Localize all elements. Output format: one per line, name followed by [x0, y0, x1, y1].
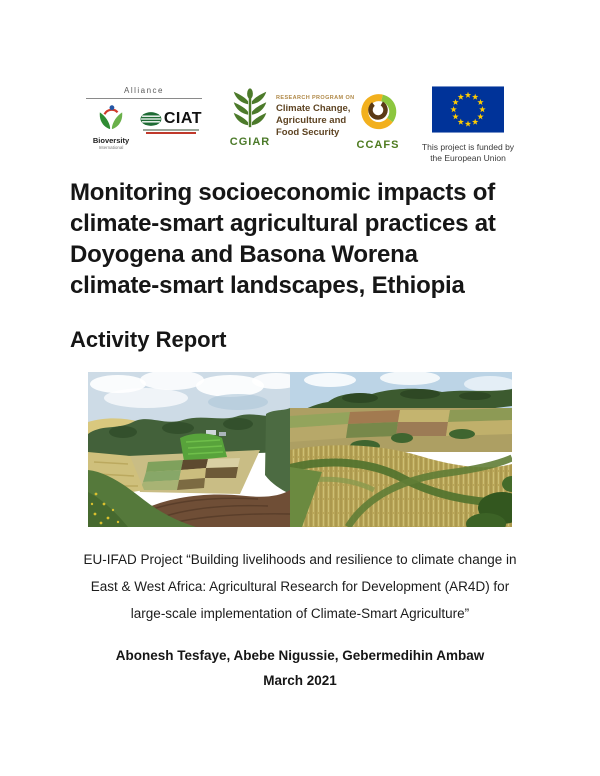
report-title-line: climate-smart agricultural practices at — [70, 210, 496, 237]
report-title-line: Doyogena and Basona Worena — [70, 241, 418, 268]
bioversity-icon — [99, 105, 123, 130]
ciat-name: CIAT — [163, 110, 202, 127]
landscape-photo-left — [88, 372, 290, 527]
ccafs-name: CCAFS — [356, 139, 400, 151]
ciat-subtext-bars — [140, 129, 202, 134]
logo-row: Alliance Bioversity International — [0, 84, 600, 164]
alliance-divider — [86, 98, 202, 99]
alliance-logos: Bioversity International CIAT — [84, 104, 204, 150]
ciat-icon — [140, 112, 162, 126]
report-title-line: climate-smart landscapes, Ethiopia — [70, 272, 465, 299]
eu-funding-logo: This project is funded by the European U… — [410, 86, 526, 164]
bioversity-logo: Bioversity International — [86, 104, 136, 150]
eu-flag-icon — [432, 86, 504, 133]
alliance-bioversity-ciat-logo: Alliance Bioversity International — [84, 86, 204, 150]
ccafs-program-text: RESEARCH PROGRAM ON Climate Change, Agri… — [276, 95, 370, 139]
project-statement-line: East & West Africa: Agricultural Researc… — [90, 579, 510, 594]
eu-funding-line2: the European Union — [430, 153, 506, 164]
authors-line: Abonesh Tesfaye, Abebe Nigussie, Geberme… — [115, 648, 485, 663]
cover-photos — [88, 372, 512, 527]
cgiar-name: CGIAR — [229, 136, 271, 148]
ciat-logo: CIAT — [140, 104, 202, 134]
landscape-photo-right — [290, 372, 512, 527]
eu-funding-text: This project is funded by the European U… — [410, 142, 526, 164]
bioversity-subname: International — [98, 145, 124, 150]
bioversity-name: Bioversity — [92, 136, 130, 145]
project-statement-line: large-scale implementation of Climate-Sm… — [130, 606, 470, 621]
cgiar-logo: CGIAR — [221, 87, 279, 148]
cgiar-wheat-icon — [233, 88, 267, 128]
report-title-line: Monitoring socioeconomic impacts of — [70, 179, 496, 206]
ccafs-program-title: Climate Change, Agriculture and Food Sec… — [276, 103, 351, 138]
ccafs-logo: CCAFS — [352, 89, 404, 151]
report-subtitle: Activity Report — [70, 327, 227, 352]
eu-funding-line1: This project is funded by — [421, 142, 515, 152]
date-line: March 2021 — [263, 673, 337, 688]
project-statement: EU-IFAD Project “Building livelihoods an… — [64, 546, 536, 627]
project-statement-line: EU-IFAD Project “Building livelihoods an… — [83, 552, 517, 567]
ccafs-program-kicker: RESEARCH PROGRAM ON — [276, 95, 355, 101]
report-title: Monitoring socioeconomic impacts of clim… — [70, 177, 548, 301]
ccafs-icon — [361, 94, 397, 130]
alliance-label: Alliance — [123, 86, 164, 95]
